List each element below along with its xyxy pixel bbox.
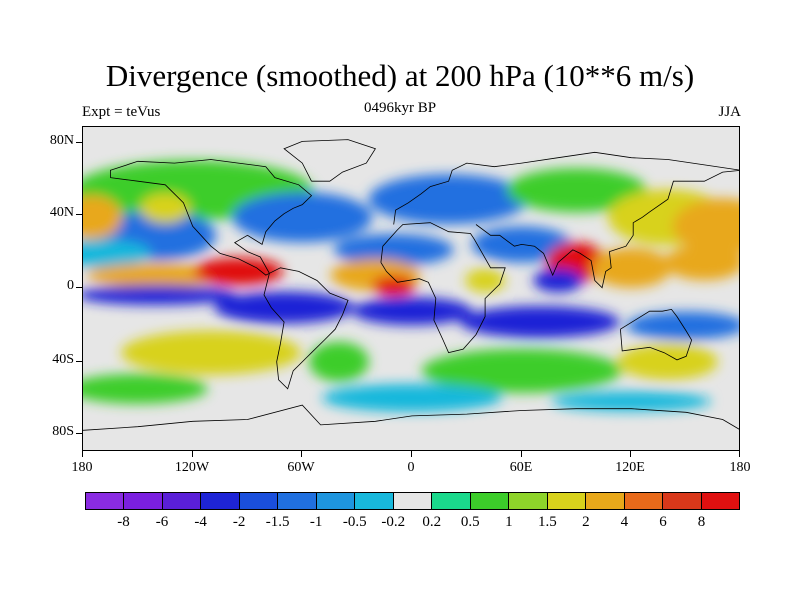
divergence-region: [617, 343, 718, 380]
south-america-coast: [263, 267, 349, 390]
colorbar-label: -8: [117, 514, 130, 530]
greenland-coast: [283, 139, 377, 182]
lat-label-80s: 80S: [52, 424, 74, 439]
divergence-region: [506, 168, 647, 213]
eurasia-coast: [393, 151, 739, 225]
colorbar-label: -1.5: [265, 514, 290, 530]
colorbar-swatch: [586, 493, 625, 509]
map-panel: [82, 126, 740, 451]
convergence-region: [83, 239, 152, 268]
convergence-region: [368, 174, 529, 225]
colorbar-swatch: [393, 493, 433, 509]
colorbar-swatch: [624, 493, 664, 509]
lon-label-180w: 180: [71, 460, 93, 475]
lon-tick: [82, 451, 83, 457]
lon-label-120w: 120W: [174, 460, 210, 475]
colorbar-swatch: [470, 493, 510, 509]
colorbar-swatch: [701, 493, 739, 509]
colorbar-swatch: [278, 493, 317, 509]
divergence-region: [83, 373, 208, 404]
africa-coast: [380, 222, 506, 354]
convergence-region: [83, 284, 237, 305]
colorbar-label: 2: [582, 514, 590, 530]
convergence-region: [533, 268, 584, 293]
lon-label-120e: 120E: [615, 460, 645, 475]
convergence-region: [459, 306, 620, 338]
lat-label-80n: 80N: [49, 133, 74, 148]
north-america-coast: [109, 159, 313, 276]
colorbar-swatch: [201, 493, 240, 509]
colorbar-label: -6: [155, 514, 169, 530]
divergence-region: [193, 257, 284, 286]
colorbar-label: 1.5: [537, 514, 557, 530]
colorbar-swatch: [355, 493, 394, 509]
colorbar-label: -1: [309, 514, 323, 530]
lon-label-60w: 60W: [287, 460, 315, 475]
divergence-region: [465, 268, 506, 293]
time-label: 0496kyr BP: [363, 100, 437, 116]
lon-tick: [192, 451, 193, 457]
asia-south-coast: [475, 170, 739, 289]
plot-title: Divergence (smoothed) at 200 hPa (10**6 …: [105, 58, 695, 93]
divergence-region: [421, 348, 622, 393]
colorbar-label: 8: [697, 514, 706, 530]
convergence-region: [352, 297, 472, 326]
season-label: JJA: [718, 104, 741, 120]
divergence-region: [591, 247, 672, 288]
lat-label-40s: 40S: [52, 352, 74, 367]
divergence-region: [140, 193, 191, 224]
lat-tick: [76, 214, 82, 215]
colorbar-swatch: [86, 493, 125, 509]
lon-label-180e: 180: [729, 460, 751, 475]
lat-tick: [76, 142, 82, 143]
divergence-region: [83, 195, 123, 240]
colorbar-label: 0.2: [422, 514, 442, 530]
convergence-region: [551, 391, 712, 412]
convergence-region: [214, 291, 355, 324]
lat-label-equator: 0: [67, 278, 74, 293]
divergence-region: [86, 263, 227, 288]
antarctica-coast: [83, 404, 739, 431]
lon-tick: [301, 451, 302, 457]
colorbar-swatch: [124, 493, 163, 509]
australia-coast: [620, 308, 693, 361]
colorbar-label: 1: [505, 514, 513, 530]
colorbar: [85, 492, 740, 510]
lat-label-40n: 40N: [49, 205, 74, 220]
colorbar-swatch: [663, 493, 702, 509]
convergence-region: [232, 192, 373, 243]
divergence-map: [83, 139, 739, 431]
coastlines: [83, 139, 739, 431]
convergence-region: [333, 233, 454, 266]
colorbar-label: 0.5: [460, 514, 480, 530]
divergence-region: [664, 244, 739, 281]
colorbar-label: -4: [194, 514, 207, 530]
lon-tick: [521, 451, 522, 457]
colorbar-label: -0.5: [342, 514, 367, 530]
convergence-region: [322, 383, 502, 412]
divergence-field: [83, 160, 739, 412]
colorbar-label: -0.2: [381, 514, 406, 530]
colorbar-label: 6: [659, 514, 667, 530]
colorbar-swatch: [316, 493, 356, 509]
lat-tick: [76, 433, 82, 434]
lon-tick: [739, 451, 740, 457]
colorbar-label: 4: [620, 514, 629, 530]
lon-tick: [630, 451, 631, 457]
lon-label-0: 0: [407, 460, 415, 475]
colorbar-swatch: [162, 493, 202, 509]
colorbar-swatch: [547, 493, 587, 509]
divergence-region: [120, 330, 301, 375]
divergence-region: [672, 198, 739, 255]
lon-tick: [411, 451, 412, 457]
colorbar-swatch: [509, 493, 548, 509]
colorbar-swatch: [239, 493, 279, 509]
lat-tick: [76, 361, 82, 362]
divergence-region: [308, 341, 369, 382]
lon-label-60e: 60E: [509, 460, 533, 475]
colorbar-label: -2: [232, 514, 246, 530]
experiment-label: Expt = teVus: [82, 104, 161, 120]
lat-tick: [76, 287, 82, 288]
colorbar-swatch: [432, 493, 471, 509]
